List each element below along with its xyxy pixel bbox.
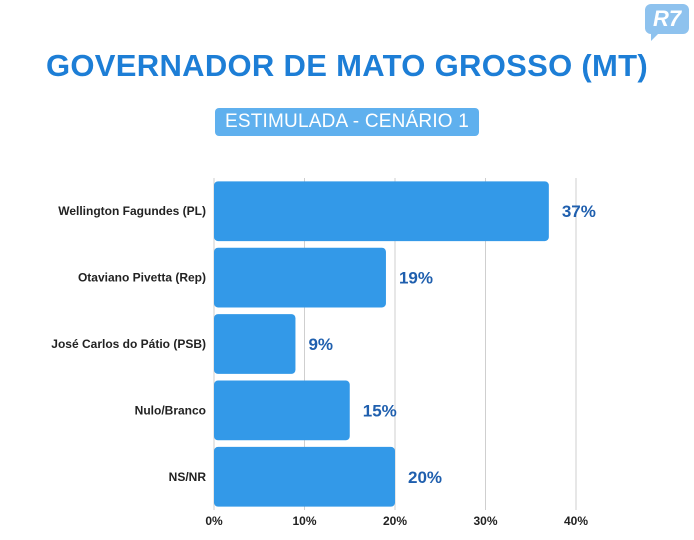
bar xyxy=(214,314,296,374)
x-tick-label: 40% xyxy=(564,514,588,528)
category-label: Otaviano Pivetta (Rep) xyxy=(78,271,206,285)
bar xyxy=(214,181,549,242)
value-label: 37% xyxy=(562,202,596,221)
value-label: 20% xyxy=(408,468,442,487)
chart-title: GOVERNADOR DE MATO GROSSO (MT) xyxy=(45,48,649,83)
category-label: José Carlos do Pátio (PSB) xyxy=(51,337,206,351)
r7-logo: R7 xyxy=(645,4,689,41)
category-label: NS/NR xyxy=(169,470,207,484)
bar xyxy=(214,446,395,507)
x-tick-label: 0% xyxy=(205,514,223,528)
x-tick-label: 10% xyxy=(292,514,316,528)
value-label: 15% xyxy=(363,401,397,420)
x-tick-label: 30% xyxy=(473,514,497,528)
category-label: Wellington Fagundes (PL) xyxy=(58,204,206,218)
value-label: 9% xyxy=(308,335,333,354)
bar xyxy=(214,380,350,441)
bar xyxy=(214,247,386,308)
subtitle-container: ESTIMULADA - CENÁRIO 1 xyxy=(0,108,694,136)
value-label: 19% xyxy=(399,269,433,288)
category-label: Nulo/Branco xyxy=(135,403,206,417)
x-tick-label: 20% xyxy=(383,514,407,528)
chart-subtitle-badge: ESTIMULADA - CENÁRIO 1 xyxy=(214,108,480,136)
